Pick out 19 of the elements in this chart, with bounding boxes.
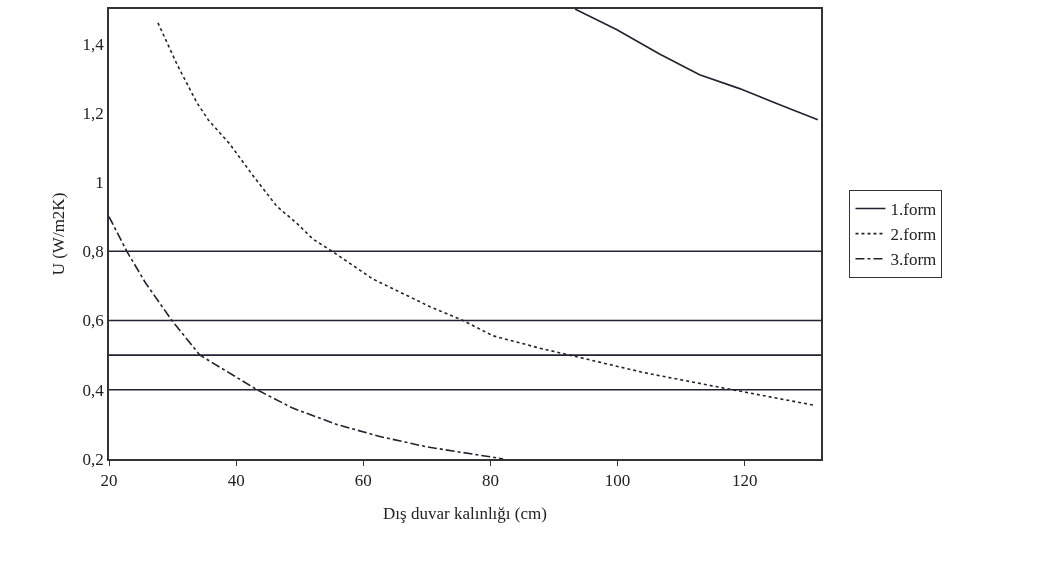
x-tick-label: 100 bbox=[604, 471, 631, 491]
x-tick-label: 20 bbox=[100, 471, 118, 491]
y-tick-label: 1,2 bbox=[82, 103, 104, 123]
y-tick-label: 1,4 bbox=[82, 34, 105, 54]
legend-label: 1.form bbox=[890, 200, 937, 220]
legend-label: 2.form bbox=[890, 225, 937, 245]
x-tick-label: 120 bbox=[731, 471, 758, 491]
y-tick-label: 0,4 bbox=[82, 380, 105, 400]
y-axis-title: U (W/m2K) bbox=[48, 192, 68, 276]
line-series bbox=[574, 9, 819, 121]
y-tick-label: 0,8 bbox=[82, 242, 104, 262]
x-axis-title: Dış duvar kalınlığı (cm) bbox=[383, 504, 547, 524]
x-tick-label: 60 bbox=[354, 471, 372, 491]
x-tick-label: 80 bbox=[481, 471, 499, 491]
y-tick-label: 0,6 bbox=[82, 311, 104, 331]
legend-label: 3.form bbox=[890, 250, 937, 270]
y-tick-label: 1 bbox=[95, 173, 104, 193]
y-tick-label: 0,2 bbox=[82, 449, 104, 469]
x-tick-label: 40 bbox=[227, 471, 245, 491]
